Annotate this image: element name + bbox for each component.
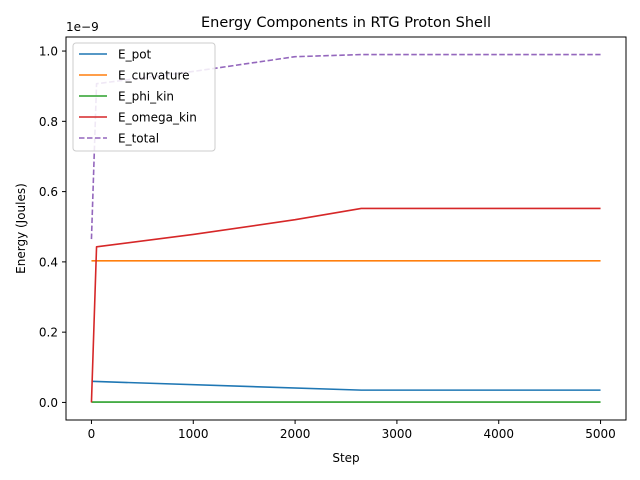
- y-tick-label: 1.0: [39, 45, 58, 59]
- legend: E_pot E_curvature E_phi_kin E_omega_kin E_to…: [72, 42, 216, 152]
- legend-label: E_total: [118, 132, 159, 146]
- y-offset-label: 1e−9: [66, 20, 99, 34]
- y-axis-label: Energy (Joules): [14, 183, 28, 274]
- y-tick-label: 0.8: [39, 115, 58, 129]
- y-tick-label: 0.2: [39, 326, 58, 340]
- x-axis-label: Step: [332, 451, 359, 465]
- y-tick-label: 0.4: [39, 255, 58, 269]
- x-tick-label: 2000: [280, 427, 311, 441]
- series-line-e-omega-kin: [90, 207, 601, 403]
- chart-title: Energy Components in RTG Proton Shell: [201, 15, 491, 31]
- legend-box: [72, 42, 216, 152]
- y-tick-label: 0.6: [39, 185, 58, 199]
- legend-label: E_omega_kin: [118, 111, 197, 125]
- x-tick-label: 0: [88, 427, 96, 441]
- series-line-e-pot: [91, 380, 601, 391]
- legend-label: E_phi_kin: [118, 90, 174, 104]
- x-tick-label: 3000: [382, 427, 413, 441]
- legend-label: E_curvature: [118, 69, 190, 83]
- x-tick-label: 1000: [178, 427, 209, 441]
- plot-frame: [65, 36, 627, 421]
- legend-label: E_pot: [118, 48, 152, 62]
- x-tick-label: 5000: [585, 427, 616, 441]
- x-tick-label: 4000: [483, 427, 514, 441]
- axis-ticks: 0 1000 2000 3000 4000 5000 0.0 0.2 0.4 0.6 0.8 1.0: [39, 45, 616, 441]
- y-tick-label: 0.0: [39, 396, 58, 410]
